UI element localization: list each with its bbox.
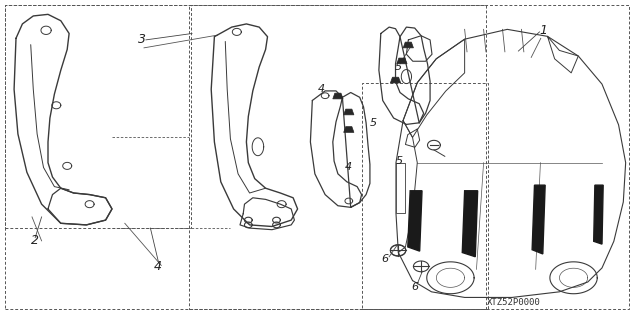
- Text: 5: 5: [395, 62, 402, 72]
- Text: 3: 3: [138, 33, 146, 46]
- Polygon shape: [462, 191, 477, 257]
- Polygon shape: [333, 93, 343, 99]
- Bar: [5, 5, 191, 228]
- Polygon shape: [403, 42, 413, 48]
- Text: 6: 6: [381, 254, 388, 264]
- Text: 4: 4: [154, 260, 161, 273]
- Text: 2: 2: [31, 234, 38, 247]
- Polygon shape: [594, 185, 603, 244]
- Text: 4: 4: [317, 84, 324, 94]
- Polygon shape: [390, 77, 401, 83]
- Text: 1: 1: [540, 24, 548, 37]
- Text: XTZ52P0000: XTZ52P0000: [487, 298, 541, 307]
- Text: 5: 5: [370, 118, 377, 128]
- Polygon shape: [344, 109, 354, 115]
- Polygon shape: [408, 191, 422, 251]
- Text: 5: 5: [396, 156, 403, 166]
- Polygon shape: [532, 185, 545, 254]
- Polygon shape: [344, 127, 354, 132]
- Text: 6: 6: [412, 282, 419, 292]
- Bar: [189, 5, 486, 309]
- Polygon shape: [397, 58, 407, 64]
- Text: 4: 4: [344, 162, 351, 173]
- Bar: [362, 83, 488, 309]
